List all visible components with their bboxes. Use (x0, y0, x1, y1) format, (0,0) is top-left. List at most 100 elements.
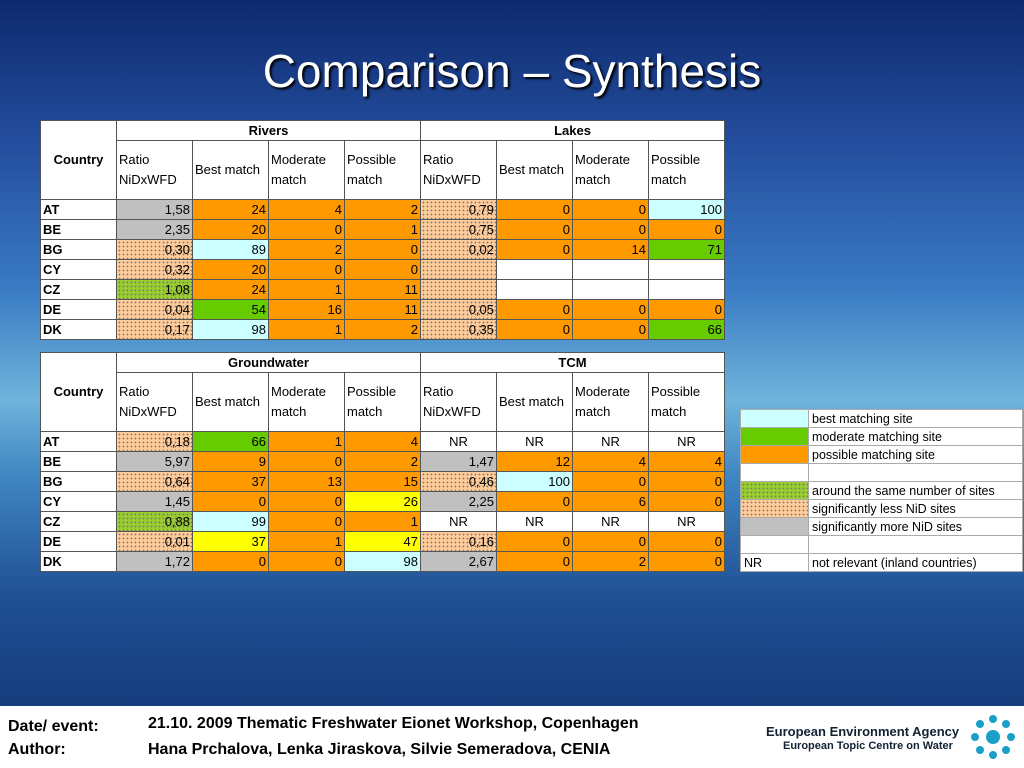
legend-row: best matching site (740, 409, 1023, 428)
cell: 0 (648, 471, 725, 492)
legend-label: significantly less NiD sites (808, 499, 1023, 518)
cell: 0 (648, 299, 725, 320)
cell: 66 (192, 431, 269, 452)
cell: 1,72 (116, 551, 193, 572)
data-row: BG 0,64 37 13 15 0,46 100 0 0 (40, 471, 725, 492)
author: Hana Prchalova, Lenka Jiraskova, Silvie … (148, 741, 611, 758)
cell: 2 (572, 551, 649, 572)
subheader: Best match (496, 372, 573, 432)
cell: 1 (268, 531, 345, 552)
subheader: Moderate match (268, 372, 345, 432)
legend-spacer (740, 463, 1023, 482)
group-header: Rivers (116, 120, 421, 141)
logo (971, 715, 1015, 759)
country: DE (40, 531, 117, 552)
subheader: Moderate match (572, 372, 649, 432)
column-header: Country (40, 352, 117, 432)
data-row: BE 2,35 20 0 1 0,75 0 0 0 (40, 219, 725, 240)
cell (572, 279, 649, 300)
cell: 0 (572, 199, 649, 220)
cell (648, 279, 725, 300)
data-row: DK 1,72 0 0 98 2,67 0 2 0 (40, 551, 725, 572)
cell: 1 (344, 511, 421, 532)
cell: 0,46 (420, 471, 497, 492)
legend-row: significantly more NiD sites (740, 517, 1023, 536)
agency: European Environment Agency (766, 724, 960, 739)
legend-label: around the same number of sites (808, 481, 1023, 500)
subheader-row: Ratio NiDxWFD Best match Moderate match Pos… (41, 372, 725, 432)
cell: 0 (572, 531, 649, 552)
cell: 6 (572, 491, 649, 512)
data-row: AT 0,18 66 1 4 NR NR NR NR (40, 431, 725, 452)
legend-row: possible matching site (740, 445, 1023, 464)
cell: 13 (268, 471, 345, 492)
legend-label (808, 535, 1023, 554)
cell: 0,01 (116, 531, 193, 552)
cell: NR (496, 511, 573, 532)
cell: 0 (648, 531, 725, 552)
cell: 0 (648, 551, 725, 572)
cell: 1 (344, 219, 421, 240)
cell: 89 (192, 239, 269, 260)
country: CZ (40, 511, 117, 532)
cell: 2 (268, 239, 345, 260)
cell: 100 (496, 471, 573, 492)
cell: 15 (344, 471, 421, 492)
legend-row: moderate matching site (740, 427, 1023, 446)
data-row: DK 0,17 98 1 2 0,35 0 0 66 (40, 319, 725, 340)
cell: 1,45 (116, 491, 193, 512)
country: BE (40, 219, 117, 240)
cell: 1 (268, 279, 345, 300)
cell: 4 (648, 451, 725, 472)
legend-swatch (740, 517, 809, 536)
subheader: Ratio NiDxWFD (420, 140, 497, 200)
cell: 71 (648, 239, 725, 260)
country: CY (40, 259, 117, 280)
legend-swatch: NR (740, 553, 809, 572)
data-row: BE 5,97 9 0 2 1,47 12 4 4 (40, 451, 725, 472)
cell: 99 (192, 511, 269, 532)
country: AT (40, 199, 117, 220)
cell: 0 (496, 319, 573, 340)
country: BG (40, 471, 117, 492)
cell: 0 (496, 239, 573, 260)
cell: 4 (344, 431, 421, 452)
header-row: Country Rivers Lakes (40, 120, 725, 200)
cell: 0,16 (420, 531, 497, 552)
legend-label: best matching site (808, 409, 1023, 428)
country: DE (40, 299, 117, 320)
country: DK (40, 551, 117, 572)
title: Comparison – Synthesis (262, 45, 762, 97)
subheader: Moderate match (572, 140, 649, 200)
cell: 47 (344, 531, 421, 552)
cell: 4 (268, 199, 345, 220)
subheader: Moderate match (268, 140, 345, 200)
legend-row: significantly less NiD sites (740, 499, 1023, 518)
cell: NR (420, 431, 497, 452)
cell: NR (572, 511, 649, 532)
subheader: Possible match (648, 140, 725, 200)
cell: 2 (344, 199, 421, 220)
date-label: Date/ event: (8, 718, 99, 735)
legend-label: not relevant (inland countries) (808, 553, 1023, 572)
cell: 11 (344, 279, 421, 300)
cell (496, 279, 573, 300)
cell (496, 259, 573, 280)
cell: 0 (344, 259, 421, 280)
cell: NR (420, 511, 497, 532)
country: CY (40, 491, 117, 512)
subheader: Best match (496, 140, 573, 200)
cell: 66 (648, 319, 725, 340)
cell: 0 (496, 551, 573, 572)
legend: best matching site moderate matching site… (740, 409, 1023, 572)
cell: 0 (496, 299, 573, 320)
cell: 98 (192, 319, 269, 340)
cell (420, 259, 497, 280)
cell: 0 (192, 491, 269, 512)
footer: Date/ event: Author: 21.10. 2009 Themati… (0, 706, 1024, 768)
legend-swatch (740, 445, 809, 464)
cell: 0,04 (116, 299, 193, 320)
group-header: Groundwater (116, 352, 421, 373)
cell: 14 (572, 239, 649, 260)
cell: 37 (192, 531, 269, 552)
